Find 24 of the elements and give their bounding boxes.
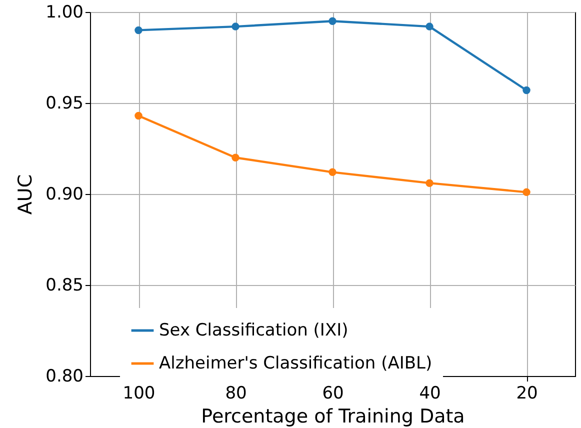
point bbox=[522, 86, 530, 94]
point bbox=[426, 22, 434, 30]
y-tick-label: 0.85 bbox=[46, 276, 84, 296]
point bbox=[328, 168, 336, 176]
x-tick-label: 80 bbox=[225, 384, 247, 404]
y-tick-label: 0.95 bbox=[46, 94, 84, 114]
y-axis-title: AUC bbox=[14, 174, 37, 215]
x-tick-label: 100 bbox=[122, 384, 156, 404]
x-tick-label: 40 bbox=[419, 384, 441, 404]
point bbox=[232, 154, 240, 162]
point bbox=[232, 22, 240, 30]
x-tick-label: 20 bbox=[516, 384, 538, 404]
y-tick-label: 0.80 bbox=[46, 366, 84, 386]
point bbox=[328, 17, 336, 25]
point bbox=[426, 179, 434, 187]
y-tick-label: 0.90 bbox=[46, 184, 84, 204]
legend-label: Alzheimer's Classification (AIBL) bbox=[159, 354, 432, 374]
legend-label: Sex Classification (IXI) bbox=[159, 320, 348, 340]
point bbox=[134, 26, 142, 34]
x-tick-label: 60 bbox=[322, 384, 344, 404]
x-axis-title: Percentage of Training Data bbox=[201, 406, 465, 428]
point bbox=[134, 112, 142, 120]
y-tick-label: 1.00 bbox=[46, 2, 84, 22]
point bbox=[522, 188, 530, 196]
